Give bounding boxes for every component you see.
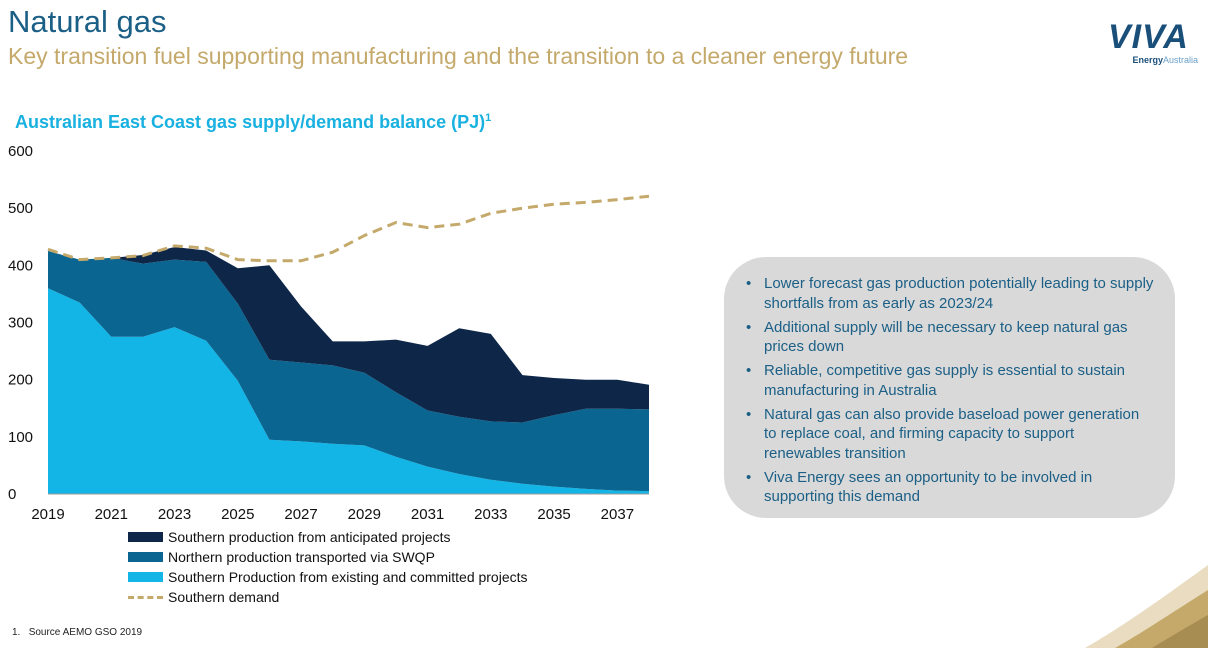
- legend-item-northern: Northern production transported via SWQP: [128, 547, 528, 567]
- key-points-panel: • Lower forecast gas production potential…: [724, 257, 1175, 518]
- legend-label: Southern Production from existing and co…: [168, 569, 528, 585]
- legend-label: Southern production from anticipated pro…: [168, 529, 451, 545]
- x-tick-label: 2029: [348, 506, 381, 523]
- y-tick-label: 0: [8, 486, 16, 503]
- x-tick-label: 2035: [537, 506, 570, 523]
- legend-swatch-existing: [128, 572, 163, 582]
- area-existing-committed: [48, 288, 649, 494]
- legend-item-anticipated: Southern production from anticipated pro…: [128, 527, 528, 547]
- x-tick-label: 2023: [158, 506, 191, 523]
- legend-label: Southern demand: [168, 589, 280, 605]
- y-tick-label: 200: [8, 372, 33, 389]
- source-footnote: 1. Source AEMO GSO 2019: [12, 627, 143, 638]
- legend-label: Northern production transported via SWQP: [168, 549, 435, 565]
- viva-energy-logo: VIVA EnergyAustralia: [1108, 20, 1198, 65]
- page-title: Natural gas: [8, 4, 167, 39]
- page-subtitle: Key transition fuel supporting manufactu…: [8, 43, 909, 69]
- y-tick-label: 400: [8, 257, 33, 274]
- y-tick-label: 100: [8, 429, 33, 446]
- bullet-item: • Additional supply will be necessary to …: [746, 318, 1128, 356]
- x-tick-label: 2027: [284, 506, 317, 523]
- x-tick-label: 2037: [601, 506, 634, 523]
- legend-item-demand: Southern demand: [128, 587, 528, 607]
- y-tick-label: 600: [8, 143, 33, 160]
- x-tick-label: 2021: [95, 506, 128, 523]
- gas-balance-chart: 0 100 200 300 400 500 600 2019 2021 2023 2025 2027 2…: [8, 143, 650, 523]
- legend-swatch-demand: [128, 595, 163, 599]
- logo-word: VIVA: [1108, 18, 1189, 56]
- x-tick-label: 2025: [221, 506, 254, 523]
- y-tick-label: 500: [8, 200, 33, 217]
- x-tick-label: 2033: [474, 506, 507, 523]
- bullet-item: • Reliable, competitive gas supply is ess…: [746, 362, 1126, 399]
- legend-item-existing: Southern Production from existing and co…: [128, 567, 528, 587]
- y-tick-label: 300: [8, 315, 33, 332]
- x-tick-label: 2031: [411, 506, 444, 523]
- bullet-item: • Lower forecast gas production potential…: [746, 275, 1154, 312]
- chart-title: Australian East Coast gas supply/demand …: [15, 112, 492, 132]
- area-anticipated-projects: [48, 247, 649, 423]
- footnote-mark: 1: [485, 112, 492, 124]
- area-northern-swqp: [48, 251, 649, 492]
- legend-swatch-northern: [128, 552, 163, 562]
- logo-subtext: EnergyAustralia: [1132, 55, 1198, 65]
- line-southern-demand: [47, 194, 650, 263]
- x-tick-label: 2019: [31, 506, 64, 523]
- bullet-item: • Natural gas can also provide baseload p…: [746, 405, 1140, 462]
- chart-legend: Southern production from anticipated pro…: [128, 527, 528, 607]
- legend-swatch-anticipated: [128, 532, 163, 542]
- bullet-item: • Viva Energy sees an opportunity to be i…: [746, 468, 1093, 506]
